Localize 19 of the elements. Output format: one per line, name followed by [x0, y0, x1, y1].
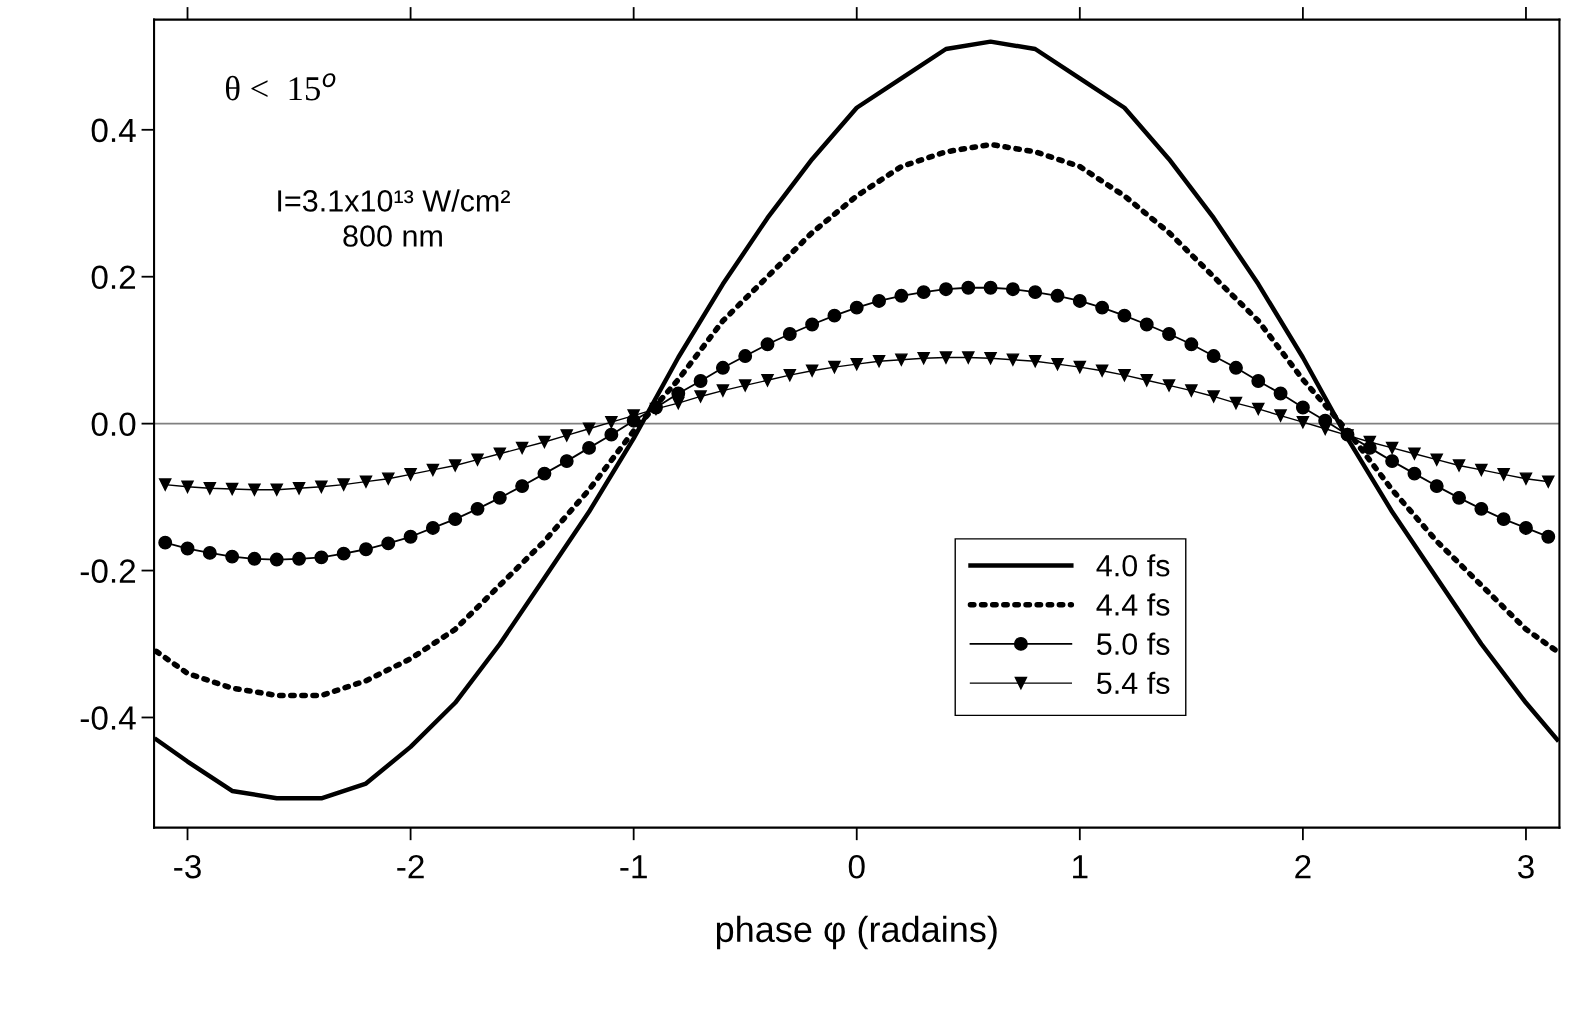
y-tick-label: 0.0: [91, 412, 136, 437]
y-tick-label: -0.4: [80, 706, 136, 730]
x-tick-label: -2: [397, 854, 424, 879]
x-tick-label: -3: [174, 854, 201, 879]
x-tick-label: 3: [1517, 854, 1534, 879]
x-tick-label: 1: [1073, 855, 1088, 879]
legend-label: 4.4 fs: [1096, 593, 1170, 616]
legend-label: 5.4 fs: [1096, 671, 1170, 695]
x-tick-label: 2: [1295, 854, 1311, 879]
y-tick-label: 0.4: [91, 118, 136, 143]
x-axis-title: phase φ (radains): [716, 915, 997, 950]
x-tick-label: 0: [848, 854, 865, 879]
legend-label: 4.0 fs: [1096, 554, 1170, 577]
legend-label: 5.0 fs: [1096, 632, 1170, 655]
y-tick-label: -0.2: [80, 559, 136, 583]
annotation: I=3.1x10¹³ W/cm² 800 nm: [278, 189, 510, 247]
x-tick-label: -1: [620, 855, 647, 879]
annotation: θ < 15$^{o}$: [225, 73, 336, 101]
y-tick-label: 0.2: [91, 265, 136, 290]
